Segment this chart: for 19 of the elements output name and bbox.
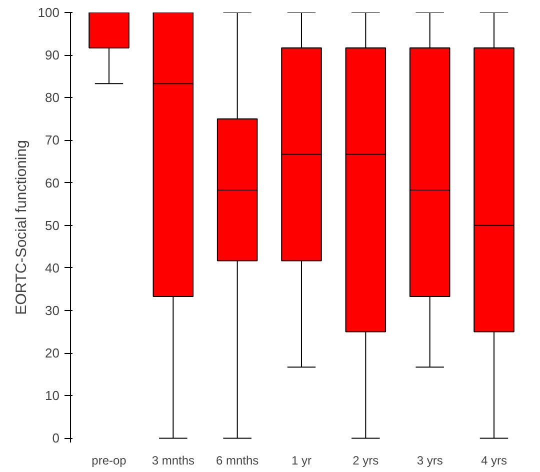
x-tick-label: pre-op	[92, 454, 127, 468]
x-tick-label: 3 mnths	[152, 454, 195, 468]
x-tick-label: 6 mnths	[216, 454, 259, 468]
y-axis-title: EORTC-Social functioning	[12, 140, 30, 315]
y-tick-label: 20	[45, 346, 60, 361]
y-tick-label: 10	[45, 388, 60, 404]
x-tick-label: 1 yr	[292, 454, 312, 468]
x-tick-label: 4 yrs	[481, 454, 508, 468]
y-tick-label: 40	[45, 260, 60, 276]
y-tick-label: 80	[45, 90, 60, 106]
y-tick-label: 70	[45, 132, 60, 148]
x-tick-label: 3 yrs	[416, 454, 443, 468]
x-tick-label: 2 yrs	[352, 454, 379, 468]
y-tick-label: 0	[52, 430, 60, 446]
y-tick-label: 100	[38, 5, 60, 20]
y-tick-label: 60	[45, 175, 60, 190]
y-tick-label: 50	[45, 218, 60, 233]
y-tick-label: 90	[45, 48, 60, 63]
y-tick-label: 30	[45, 303, 60, 318]
